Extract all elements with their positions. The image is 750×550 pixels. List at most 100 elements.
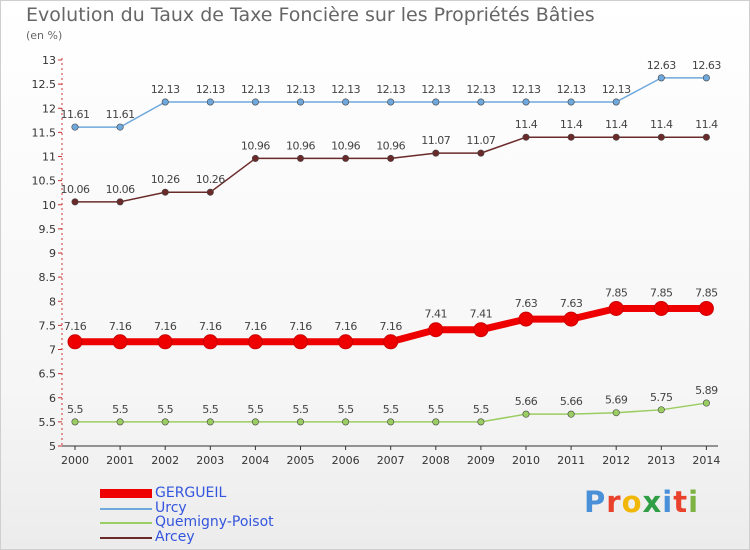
data-point [161, 188, 169, 196]
y-tick-label: 11.5 [32, 126, 57, 139]
data-label: 7.85 [605, 286, 628, 299]
data-point [387, 98, 395, 106]
data-label: 7.16 [199, 320, 222, 333]
legend-swatch [100, 489, 152, 498]
data-label: 10.96 [376, 139, 405, 152]
data-point [161, 418, 169, 426]
data-point [653, 300, 669, 316]
data-label: 12.13 [602, 83, 631, 96]
logo-letter: i [688, 485, 700, 519]
legend-label: Quemigny-Poisot [155, 514, 274, 530]
data-point [202, 334, 218, 350]
data-label: 7.16 [289, 320, 312, 333]
y-tick-label: 6 [49, 392, 56, 405]
series-quemigny-poisot: 5.5 5.5 5.5 5.5 5.5 5.5 5.5 5.5 5.5 5.5 5.66 5.66 5.… [67, 384, 719, 426]
x-tick-label: 2007 [377, 454, 405, 467]
x-tick-label: 2012 [602, 454, 630, 467]
data-label: 12.13 [286, 83, 315, 96]
data-point [432, 149, 440, 157]
data-point [428, 322, 444, 338]
data-point [567, 133, 575, 141]
data-label: 7.16 [334, 320, 357, 333]
data-label: 7.16 [154, 320, 177, 333]
data-label: 5.5 [338, 403, 354, 416]
y-tick-label: 9.5 [39, 223, 57, 236]
data-label: 5.5 [383, 403, 399, 416]
data-label: 10.26 [151, 173, 180, 186]
data-point [387, 154, 395, 162]
data-point [338, 334, 354, 350]
data-label: 5.5 [473, 403, 489, 416]
y-tick-label: 12.5 [32, 78, 57, 91]
data-label: 5.5 [157, 403, 173, 416]
data-point [522, 410, 530, 418]
data-label: 12.13 [466, 83, 495, 96]
data-point [473, 322, 489, 338]
x-tick-label: 2010 [512, 454, 540, 467]
data-point [702, 74, 710, 82]
data-label: 7.63 [560, 297, 583, 310]
data-point [477, 149, 485, 157]
data-label: 5.5 [428, 403, 444, 416]
data-point [698, 300, 714, 316]
data-label: 12.13 [512, 83, 541, 96]
x-tick-label: 2005 [287, 454, 315, 467]
chart-title: Evolution du Taux de Taxe Foncière sur l… [26, 4, 595, 26]
data-point [342, 98, 350, 106]
y-tick-label: 9 [49, 247, 56, 260]
x-tick-label: 2000 [61, 454, 89, 467]
data-point [71, 198, 79, 206]
data-point [116, 198, 124, 206]
data-label: 7.16 [379, 320, 402, 333]
x-tick-label: 2013 [647, 454, 675, 467]
data-point [612, 133, 620, 141]
data-label: 7.16 [64, 320, 87, 333]
data-point [518, 311, 534, 327]
data-point [251, 154, 259, 162]
y-tick-label: 8.5 [39, 271, 57, 284]
data-label: 5.66 [515, 395, 538, 408]
y-tick-label: 5 [49, 440, 56, 453]
data-label: 5.5 [112, 403, 128, 416]
data-label: 12.13 [151, 83, 180, 96]
data-label: 12.63 [647, 59, 676, 72]
data-point [206, 188, 214, 196]
data-point [116, 418, 124, 426]
data-label: 7.63 [515, 297, 538, 310]
y-tick-label: 7.5 [39, 319, 57, 332]
x-tick-label: 2008 [422, 454, 450, 467]
data-point [477, 98, 485, 106]
series-arcey: 10.06 10.06 10.26 10.26 10.96 10.96 10.96 10.96… [61, 118, 719, 206]
data-point [296, 98, 304, 106]
data-label: 12.13 [331, 83, 360, 96]
x-tick-label: 2003 [196, 454, 224, 467]
data-label: 12.13 [376, 83, 405, 96]
data-point [206, 98, 214, 106]
data-point [296, 154, 304, 162]
data-point [112, 334, 128, 350]
data-point [206, 418, 214, 426]
data-label: 11.4 [515, 118, 538, 131]
data-point [251, 418, 259, 426]
data-point [247, 334, 263, 350]
data-point [67, 334, 83, 350]
data-label: 5.5 [247, 403, 263, 416]
y-tick-label: 6.5 [39, 368, 57, 381]
data-point [657, 133, 665, 141]
legend-swatch [100, 507, 152, 510]
data-label: 7.41 [470, 308, 493, 321]
data-label: 12.13 [421, 83, 450, 96]
data-label: 5.5 [67, 403, 83, 416]
data-label: 10.96 [286, 139, 315, 152]
data-point [296, 418, 304, 426]
data-label: 10.26 [196, 173, 225, 186]
data-point [161, 98, 169, 106]
data-point [477, 418, 485, 426]
y-tick-label: 11 [42, 151, 56, 164]
data-label: 10.06 [106, 183, 135, 196]
data-point [702, 399, 710, 407]
data-label: 7.16 [244, 320, 267, 333]
data-label: 11.07 [466, 134, 495, 147]
data-point [567, 410, 575, 418]
